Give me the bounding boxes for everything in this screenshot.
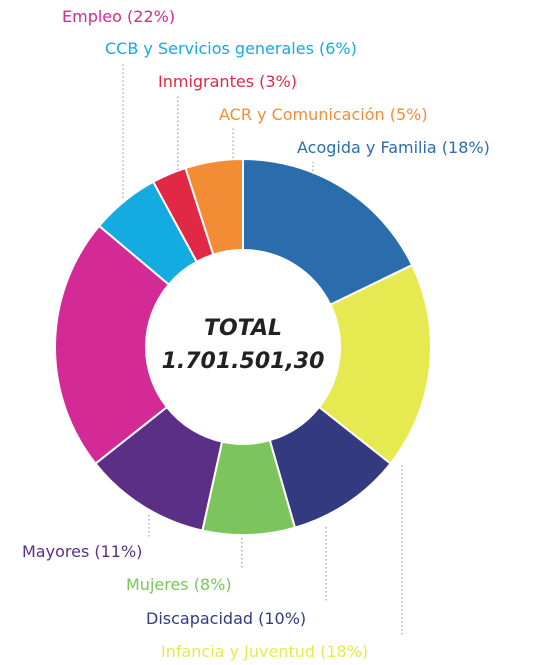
slice-label-7: Inmigrantes (3%) bbox=[158, 72, 297, 91]
slice-labels: Acogida y Familia (18%) Infancia y Juvent… bbox=[22, 7, 490, 661]
slice-label-1: Infancia y Juventud (18%) bbox=[161, 642, 368, 661]
donut-hole bbox=[146, 250, 340, 444]
slice-label-8: ACR y Comunicación (5%) bbox=[219, 105, 428, 124]
slice-label-3: Mujeres (8%) bbox=[126, 575, 232, 594]
slice-label-4: Mayores (11%) bbox=[22, 542, 142, 561]
center-total-label: TOTAL bbox=[204, 316, 282, 341]
slice-label-0: Acogida y Familia (18%) bbox=[297, 138, 490, 157]
slice-label-6: CCB y Servicios generales (6%) bbox=[105, 39, 357, 58]
center-total-value: 1.701.501,30 bbox=[162, 349, 325, 374]
slice-label-2: Discapacidad (10%) bbox=[146, 609, 306, 628]
slice-label-5: Empleo (22%) bbox=[62, 7, 175, 26]
leader-lines bbox=[122, 62, 403, 637]
